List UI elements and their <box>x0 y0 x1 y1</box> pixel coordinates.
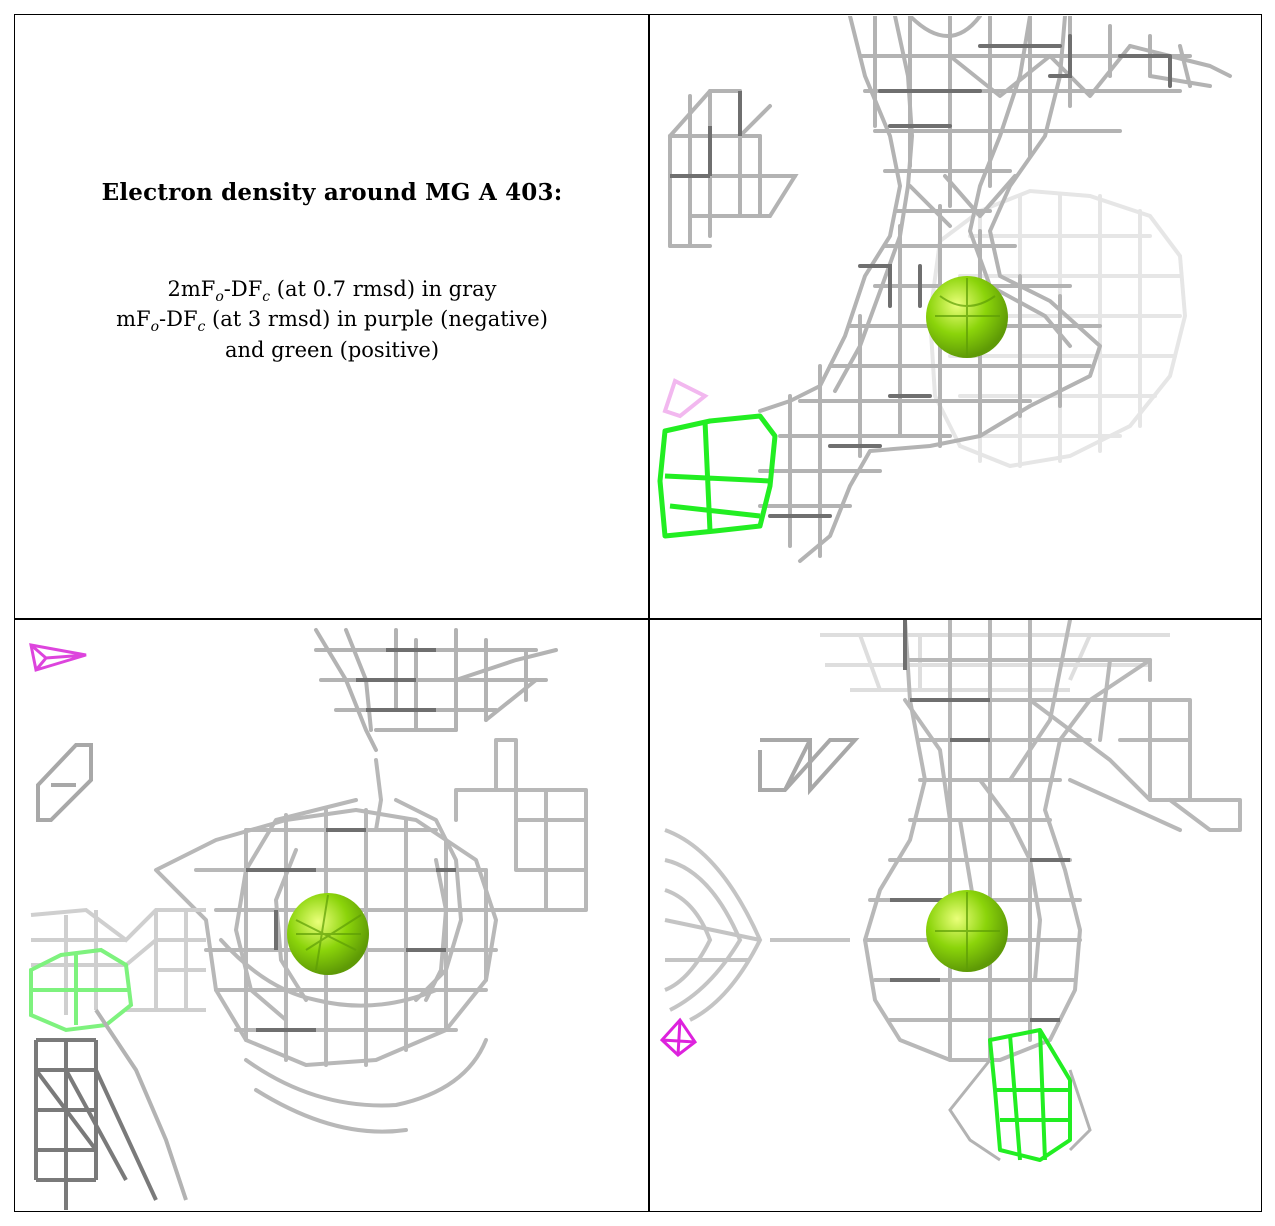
density-mesh-top-right <box>657 16 1232 563</box>
legend-line-gray: 2mFo-DFc (at 0.7 rmsd) in gray <box>167 277 497 306</box>
left-arc-mesh <box>664 828 850 1022</box>
isolated-mesh <box>36 743 93 822</box>
negative-density-purple <box>662 378 709 419</box>
grid-divider-vertical <box>648 14 650 1212</box>
legend-line-difference: mFo-DFc (at 3 rmsd) in purple (negative) <box>116 307 548 336</box>
gray-mesh <box>863 620 1242 1062</box>
isolated-mesh <box>668 89 799 248</box>
view-bottom-left <box>16 620 648 1212</box>
faint-mesh <box>820 633 1170 692</box>
positive-density-green <box>988 1028 1072 1162</box>
legend-line-positive: and green (positive) <box>224 337 440 362</box>
figure-frame <box>14 14 1262 1212</box>
view-top-right <box>650 16 1262 618</box>
isolated-mesh-dark <box>670 91 742 178</box>
negative-density-purple <box>29 643 87 672</box>
view-bottom-right <box>650 620 1262 1212</box>
left-mesh <box>30 907 206 1015</box>
grid-divider-horizontal <box>14 618 1262 620</box>
dark-mesh <box>768 34 1172 518</box>
upper-dark-mesh <box>356 648 436 712</box>
figure-legend: 2mFo-DFc (at 0.7 rmsd) in gray mFo-DFc (… <box>16 276 648 364</box>
lower-left-mesh <box>34 1038 158 1210</box>
caption-cell: Electron density around MG A 403: 2mFo-D… <box>16 16 648 618</box>
gray-mesh <box>154 738 588 1134</box>
density-mesh-bottom-left <box>29 628 588 1210</box>
negative-density-purple <box>659 1017 698 1057</box>
dark-mesh <box>890 620 1070 1022</box>
dark-mesh <box>246 828 456 1032</box>
isolated-mesh <box>758 738 860 796</box>
positive-density-green <box>29 947 134 1033</box>
figure-title: Electron density around MG A 403: <box>101 179 563 206</box>
density-mesh-bottom-right <box>659 620 1242 1162</box>
positive-density-green <box>657 413 778 539</box>
